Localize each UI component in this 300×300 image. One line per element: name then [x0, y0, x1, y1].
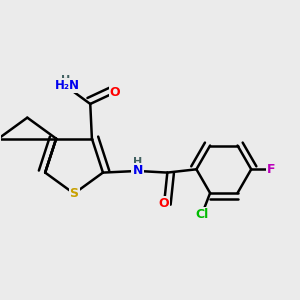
Text: Cl: Cl: [195, 208, 208, 221]
Text: S: S: [70, 187, 79, 200]
Text: H: H: [133, 157, 142, 167]
Text: N: N: [132, 164, 143, 177]
Text: O: O: [159, 197, 169, 211]
Text: F: F: [267, 163, 275, 176]
Text: H₂N: H₂N: [55, 79, 80, 92]
Text: H: H: [61, 75, 70, 85]
Text: O: O: [110, 86, 120, 99]
